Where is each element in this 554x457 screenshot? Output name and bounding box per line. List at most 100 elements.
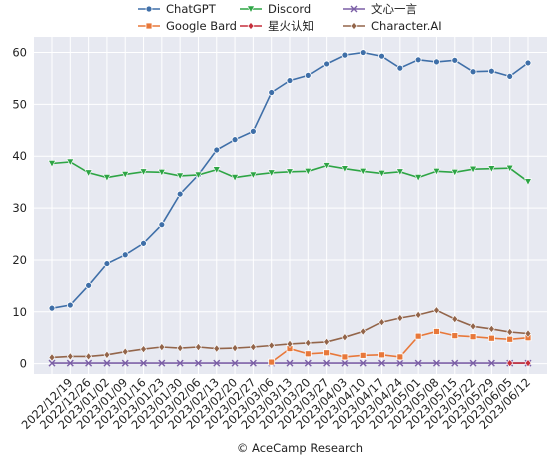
data-point — [48, 304, 56, 312]
legend-marker — [350, 5, 358, 13]
data-point — [433, 328, 440, 335]
data-point — [506, 359, 514, 368]
data-point — [432, 359, 440, 367]
data-point — [286, 359, 294, 367]
data-point — [396, 64, 404, 72]
data-point — [121, 359, 129, 367]
series-3 — [268, 328, 532, 366]
data-point — [451, 56, 459, 64]
data-point — [506, 335, 514, 343]
data-point — [102, 174, 111, 182]
data-point — [396, 353, 404, 361]
data-point — [359, 359, 367, 367]
data-point — [66, 359, 74, 367]
data-point — [140, 345, 147, 354]
data-point — [506, 73, 514, 80]
data-point — [433, 58, 440, 66]
legend-marker — [350, 21, 358, 31]
data-point — [84, 169, 93, 177]
series-1 — [47, 158, 533, 186]
data-point — [121, 171, 130, 179]
y-tick-label: 0 — [20, 357, 27, 371]
data-point — [304, 71, 312, 79]
y-tick-label: 20 — [12, 253, 27, 267]
data-point — [523, 178, 533, 186]
data-point — [323, 60, 331, 68]
data-point — [140, 359, 148, 367]
legend-label: 星火认知 — [268, 19, 314, 33]
legend-marker — [145, 5, 153, 13]
data-point — [231, 136, 239, 144]
data-point — [506, 327, 514, 337]
data-point — [524, 359, 532, 368]
legend-label: Google Bard — [166, 19, 237, 33]
data-point — [469, 68, 477, 76]
data-point — [359, 167, 368, 176]
legend-entry: Google Bard — [138, 19, 237, 33]
data-point — [249, 342, 257, 352]
data-point — [231, 359, 239, 367]
data-point — [176, 359, 184, 367]
data-point — [433, 306, 440, 315]
y-tick-label: 30 — [12, 201, 27, 215]
data-point — [323, 337, 331, 346]
data-point — [469, 359, 477, 367]
data-point — [524, 329, 532, 338]
legend-label: Discord — [268, 2, 311, 16]
legend-label: 文心一言 — [371, 2, 417, 16]
data-point — [378, 52, 385, 60]
data-point — [359, 327, 367, 336]
data-point — [157, 169, 166, 177]
data-point — [323, 349, 331, 357]
data-point — [487, 165, 496, 173]
y-tick-label: 60 — [12, 46, 27, 60]
data-point — [414, 332, 422, 340]
x-axis: 2022/12/192022/12/262023/01/022023/01/09… — [19, 375, 533, 432]
data-point — [286, 77, 294, 84]
legend-marker — [145, 22, 153, 30]
data-point — [231, 344, 239, 353]
data-point — [340, 165, 349, 173]
data-point — [396, 359, 404, 367]
data-point — [213, 146, 221, 154]
data-point — [194, 171, 203, 180]
legend-entry: 星火认知 — [240, 19, 314, 33]
data-point — [341, 51, 349, 59]
data-point — [194, 359, 202, 367]
legend-entry: ChatGPT — [138, 2, 217, 16]
data-point — [268, 341, 276, 350]
data-point — [378, 318, 385, 327]
y-tick-label: 10 — [12, 305, 27, 319]
data-point — [66, 158, 75, 167]
data-point — [414, 56, 422, 64]
data-point — [176, 344, 184, 353]
data-point — [414, 174, 423, 182]
y-tick-label: 50 — [12, 97, 27, 111]
series-5 — [48, 306, 532, 362]
data-point — [304, 167, 313, 176]
data-point — [48, 353, 56, 362]
data-point — [451, 332, 459, 340]
data-point — [414, 359, 422, 367]
data-point — [47, 160, 57, 168]
data-point — [103, 350, 111, 359]
data-point — [48, 359, 56, 367]
data-point — [139, 168, 148, 176]
source-credit: © AceCamp Research — [237, 441, 363, 455]
data-point — [451, 359, 459, 367]
legend-entry: Character.AI — [343, 19, 442, 33]
data-point — [432, 167, 441, 176]
data-point — [414, 310, 422, 319]
data-point — [359, 49, 367, 56]
data-point — [249, 359, 257, 367]
data-point — [85, 281, 93, 289]
data-point — [487, 67, 495, 75]
data-point — [341, 359, 349, 367]
legend-entry: 文心一言 — [343, 2, 417, 16]
data-point — [524, 59, 532, 67]
data-point — [322, 162, 331, 170]
data-point — [268, 358, 276, 366]
data-point — [469, 322, 477, 331]
data-point — [213, 344, 221, 353]
